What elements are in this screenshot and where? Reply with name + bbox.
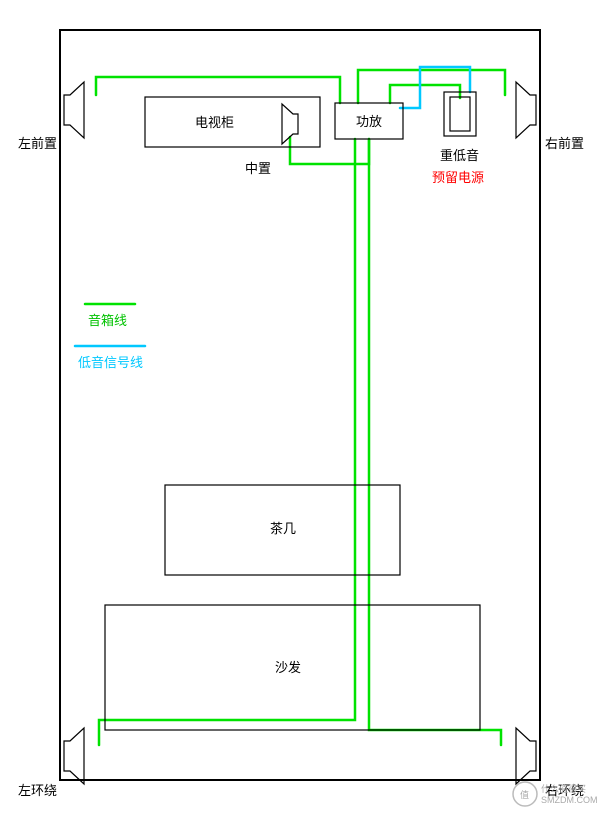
reserve-power-label: 预留电源	[432, 170, 484, 185]
tea-table: 茶几	[165, 485, 400, 575]
subwoofer-label: 重低音	[440, 148, 479, 163]
watermark-brand: 什么值得买	[541, 783, 586, 794]
svg-text:值: 值	[520, 789, 529, 800]
wire-amp-to-surr-right	[369, 139, 501, 745]
wiring-diagram: 电视柜 功放 茶几 沙发 左前置 右前置 中置 左环绕 右环绕 重低音 预留电源	[0, 0, 600, 815]
wire-amp-to-surr-left	[99, 139, 355, 745]
wire-amp-to-center	[290, 137, 369, 164]
legend: 音箱线 低音信号线	[75, 304, 145, 370]
sofa-label: 沙发	[275, 660, 301, 675]
legend-sub-signal: 低音信号线	[78, 355, 143, 370]
watermark-url: SMZDM.COM	[541, 795, 598, 805]
front-left-speaker	[64, 82, 84, 138]
sofa: 沙发	[105, 605, 480, 730]
tv-cabinet: 电视柜	[145, 97, 320, 147]
surr-right-speaker	[516, 728, 536, 784]
front-right-speaker	[516, 82, 536, 138]
front-right-label: 右前置	[545, 136, 584, 151]
amp-label: 功放	[356, 114, 382, 129]
front-left-label: 左前置	[18, 136, 57, 151]
center-label: 中置	[245, 161, 271, 176]
wire-amp-to-front-left	[96, 77, 340, 103]
legend-speaker-wire: 音箱线	[88, 313, 127, 328]
amplifier: 功放	[335, 103, 403, 139]
wire-amp-to-front-right	[358, 70, 505, 103]
surr-left-speaker	[64, 728, 84, 784]
tv-cabinet-label: 电视柜	[195, 115, 234, 130]
surr-left-label: 左环绕	[18, 783, 57, 798]
tea-table-label: 茶几	[270, 521, 296, 536]
